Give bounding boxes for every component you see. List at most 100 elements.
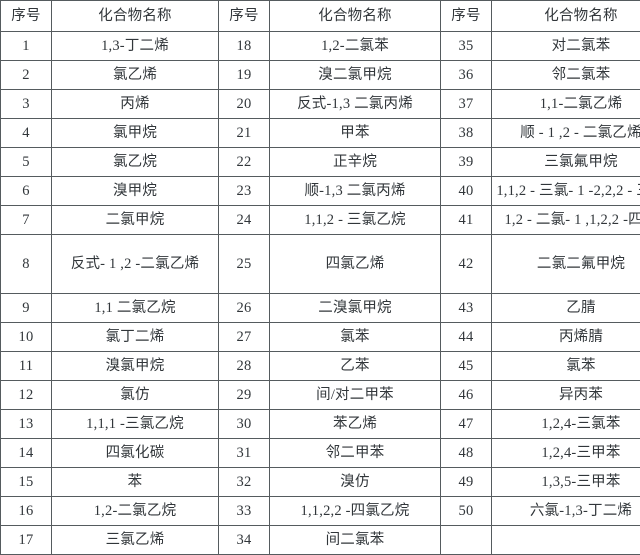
- table-cell-index: 45: [441, 352, 492, 381]
- table-cell-index: 12: [1, 381, 52, 410]
- table-cell-index: 25: [219, 235, 270, 294]
- table-cell-compound-name: 1,3,5-三甲苯: [492, 468, 640, 497]
- table-cell-compound-name: 间/对二甲苯: [270, 381, 441, 410]
- table-cell-compound-name: 顺 - 1 ,2 - 二氯乙烯: [492, 119, 640, 148]
- table-cell-compound-name: 二氯甲烷: [52, 206, 219, 235]
- table-cell-index: 28: [219, 352, 270, 381]
- table-cell-compound-name: 溴二氯甲烷: [270, 61, 441, 90]
- table-cell-compound-name: 二氯二氟甲烷: [492, 235, 640, 294]
- table-cell-index: 8: [1, 235, 52, 294]
- table-cell-index: 24: [219, 206, 270, 235]
- table-cell-index: 20: [219, 90, 270, 119]
- table-cell-index: 43: [441, 294, 492, 323]
- table-cell-index: 48: [441, 439, 492, 468]
- table-cell-index: 4: [1, 119, 52, 148]
- table-cell-index: 39: [441, 148, 492, 177]
- table-cell-compound-name: 氯丁二烯: [52, 323, 219, 352]
- table-cell-compound-name: 邻二甲苯: [270, 439, 441, 468]
- table-cell-compound-name: 氯苯: [270, 323, 441, 352]
- table-cell-empty: [441, 526, 492, 555]
- table-cell-compound-name: 乙腈: [492, 294, 640, 323]
- table-cell-index: 50: [441, 497, 492, 526]
- table-cell-compound-name: 1,1,2 - 三氯- 1 -2,2,2 - 三氟: [492, 177, 640, 206]
- table-cell-compound-name: 1,2 - 二氯- 1 ,1,2,2 -四氟: [492, 206, 640, 235]
- table-cell-compound-name: 四氯化碳: [52, 439, 219, 468]
- table-cell-compound-name: 反式-1,3 二氯丙烯: [270, 90, 441, 119]
- table-cell-index: 18: [219, 32, 270, 61]
- table-cell-index: 29: [219, 381, 270, 410]
- table-cell-compound-name: 1,1,2 - 三氯乙烷: [270, 206, 441, 235]
- column-header-name-3: 化合物名称: [492, 1, 640, 32]
- table-cell-compound-name: 乙苯: [270, 352, 441, 381]
- table-cell-index: 26: [219, 294, 270, 323]
- table-cell-index: 47: [441, 410, 492, 439]
- table-cell-compound-name: 正辛烷: [270, 148, 441, 177]
- table-cell-index: 2: [1, 61, 52, 90]
- table-cell-compound-name: 氯乙烯: [52, 61, 219, 90]
- table-cell-index: 30: [219, 410, 270, 439]
- table-cell-index: 1: [1, 32, 52, 61]
- table-cell-compound-name: 苯: [52, 468, 219, 497]
- table-cell-index: 17: [1, 526, 52, 555]
- column-header-name-1: 化合物名称: [52, 1, 219, 32]
- table-cell-index: 10: [1, 323, 52, 352]
- table-cell-index: 13: [1, 410, 52, 439]
- table-cell-index: 34: [219, 526, 270, 555]
- table-cell-index: 3: [1, 90, 52, 119]
- table-cell-compound-name: 二溴氯甲烷: [270, 294, 441, 323]
- table-cell-compound-name: 三氯乙烯: [52, 526, 219, 555]
- table-cell-index: 23: [219, 177, 270, 206]
- table-cell-compound-name: 1,2-二氯苯: [270, 32, 441, 61]
- table-cell-compound-name: 1,1-二氯乙烯: [492, 90, 640, 119]
- table-cell-compound-name: 溴氯甲烷: [52, 352, 219, 381]
- table-cell-compound-name: 甲苯: [270, 119, 441, 148]
- table-cell-compound-name: 异丙苯: [492, 381, 640, 410]
- table-cell-compound-name: 1,2,4-三氯苯: [492, 410, 640, 439]
- table-cell-compound-name: 四氯乙烯: [270, 235, 441, 294]
- table-cell-compound-name: 对二氯苯: [492, 32, 640, 61]
- table-cell-compound-name: 氯苯: [492, 352, 640, 381]
- table-cell-index: 38: [441, 119, 492, 148]
- table-cell-index: 6: [1, 177, 52, 206]
- table-cell-compound-name: 苯乙烯: [270, 410, 441, 439]
- table-cell-index: 9: [1, 294, 52, 323]
- table-cell-index: 31: [219, 439, 270, 468]
- table-cell-compound-name: 氯乙烷: [52, 148, 219, 177]
- table-cell-index: 36: [441, 61, 492, 90]
- column-header-name-2: 化合物名称: [270, 1, 441, 32]
- table-cell-index: 41: [441, 206, 492, 235]
- table-cell-index: 35: [441, 32, 492, 61]
- table-cell-index: 42: [441, 235, 492, 294]
- table-cell-index: 11: [1, 352, 52, 381]
- table-cell-compound-name: 1,3-丁二烯: [52, 32, 219, 61]
- table-cell-compound-name: 三氯氟甲烷: [492, 148, 640, 177]
- table-cell-index: 49: [441, 468, 492, 497]
- table-cell-index: 40: [441, 177, 492, 206]
- table-cell-compound-name: 1,2-二氯乙烷: [52, 497, 219, 526]
- table-cell-compound-name: 丙烯腈: [492, 323, 640, 352]
- table-cell-compound-name: 丙烯: [52, 90, 219, 119]
- column-header-index-1: 序号: [1, 1, 52, 32]
- table-cell-empty: [492, 526, 640, 555]
- table-cell-compound-name: 1,1,2,2 -四氯乙烷: [270, 497, 441, 526]
- table-header-row: 序号化合物名称序号化合物名称序号化合物名称: [1, 1, 640, 32]
- table-cell-compound-name: 1,1 二氯乙烷: [52, 294, 219, 323]
- table-cell-compound-name: 溴仿: [270, 468, 441, 497]
- table-cell-index: 21: [219, 119, 270, 148]
- table-cell-compound-name: 氯甲烷: [52, 119, 219, 148]
- table-cell-index: 7: [1, 206, 52, 235]
